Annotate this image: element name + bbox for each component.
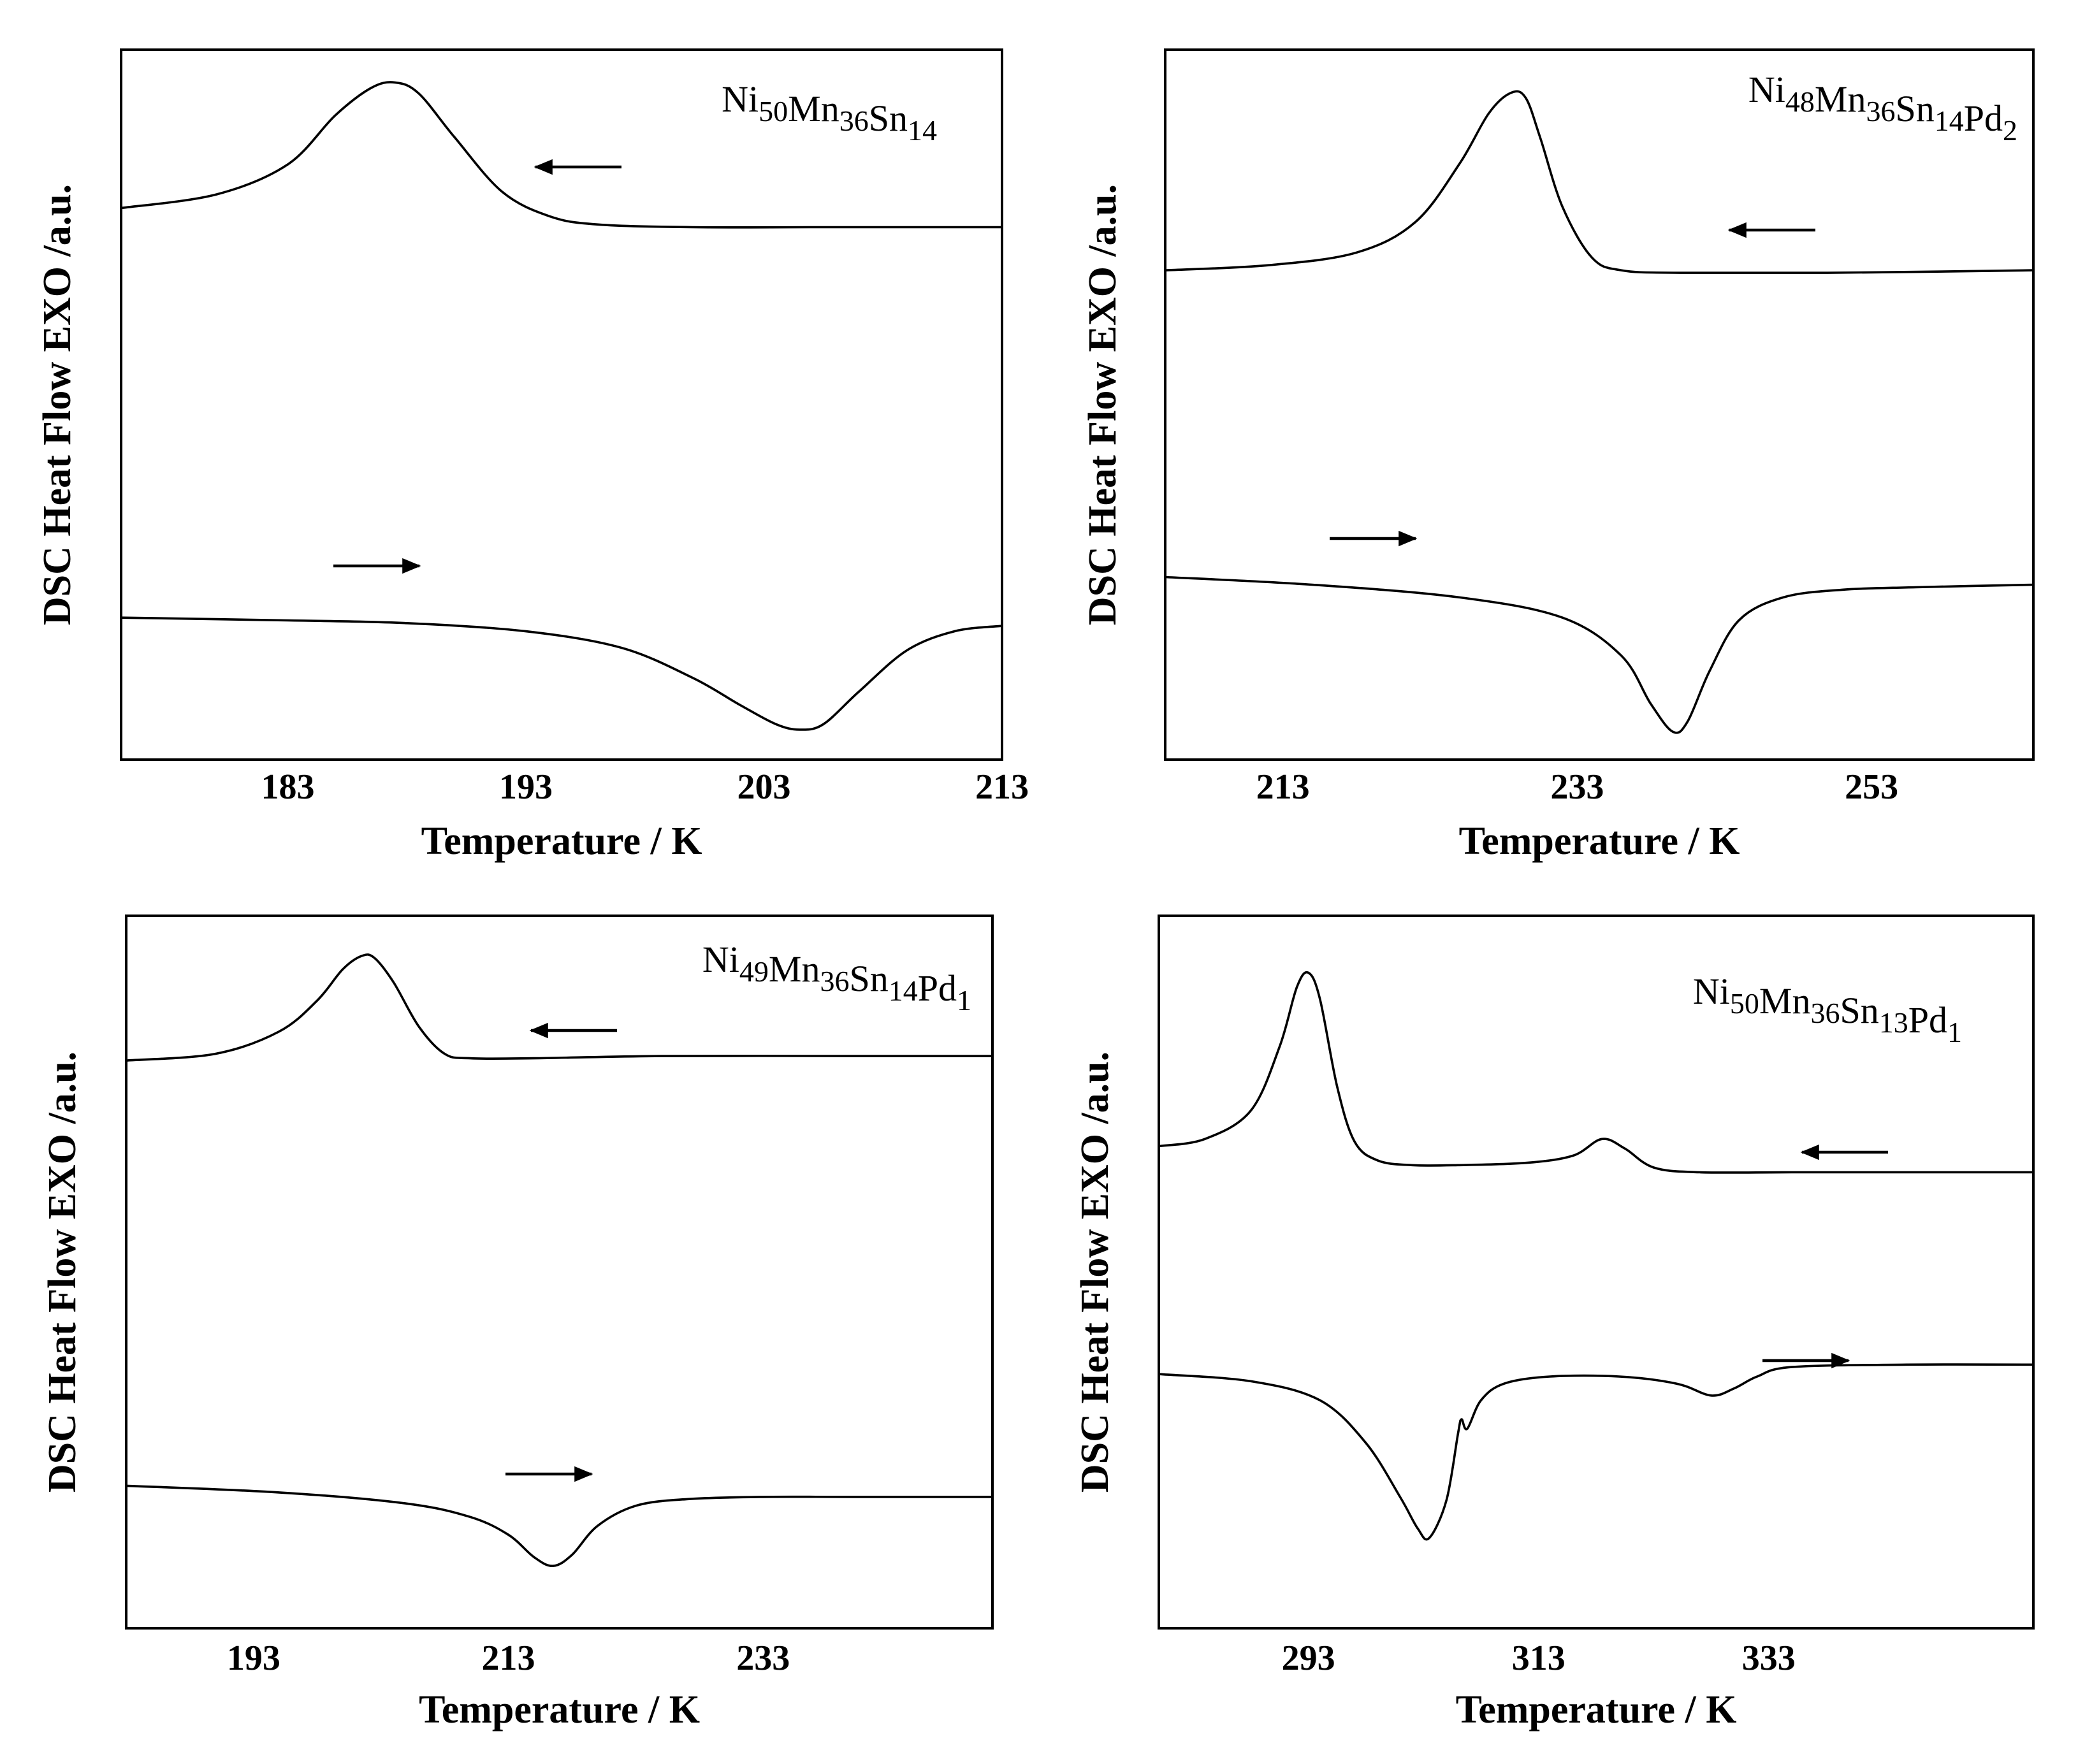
y-axis-title: DSC Heat Flow EXO /a.u. [1073,1052,1117,1493]
element-symbol: Pd [918,967,957,1009]
subplot-1: 183 193 203 213 Temperature / K DSC Heat Flow… [36,48,1029,863]
element-symbol: Mn [1759,980,1811,1022]
plot-frame [120,48,1003,761]
cooling-curve [126,953,992,1062]
element-subscript: 36 [1866,95,1895,127]
x-tick-label: 183 [261,767,314,807]
sample-label: Ni50Mn36Sn13Pd1 [1693,971,1962,1048]
element-subscript: 13 [1879,1006,1908,1039]
subplot-3: 193 213 233 Temperature / K DSC Heat Flow EX… [41,915,994,1731]
heating-curve [126,1484,992,1568]
x-axis-title: Temperature / K [419,1688,700,1731]
element-symbol: Mn [769,948,820,990]
x-axis-title: Temperature / K [1456,1688,1737,1731]
x-tick-label: 213 [975,767,1029,807]
element-subscript: 36 [839,105,869,137]
cooling-curve [1165,90,2034,275]
cooling-curve [1158,971,2033,1174]
sample-label: Ni48Mn36Sn14Pd2 [1748,69,2017,147]
element-symbol: Pd [1964,98,2003,139]
x-axis-title: Temperature / K [1459,820,1740,863]
element-symbol: Ni [1748,69,1785,110]
element-symbol: Mn [788,88,839,129]
plot-frame [1164,48,2035,761]
element-subscript: 36 [820,965,849,997]
heating-curve [1158,1363,2034,1541]
x-axis-title: Temperature / K [421,820,702,863]
sample-label: Ni50Mn36Sn14 [722,78,937,147]
element-symbol: Sn [1840,990,1878,1031]
element-symbol: Mn [1815,78,1866,120]
element-subscript: 48 [1785,85,1815,118]
element-subscript: 2 [2003,114,2017,147]
element-symbol: Sn [869,98,908,139]
element-subscript: 50 [759,95,788,127]
x-tick-label: 203 [737,767,790,807]
cooling-curve [120,81,1002,229]
x-tick-label: 233 [1550,767,1604,807]
element-subscript: 36 [1810,997,1840,1029]
subplot-2: 213 233 253 Temperature / K DSC Heat Flow EX… [1081,48,2035,863]
element-symbol: Pd [1908,999,1947,1041]
element-subscript: 1 [1947,1016,1962,1048]
plot-frame [125,915,994,1630]
x-tick-label: 293 [1282,1638,1335,1678]
y-axis-title: DSC Heat Flow EXO /a.u. [41,1052,84,1493]
element-symbol: Ni [702,939,739,980]
element-subscript: 14 [1935,105,1964,137]
y-axis-title: DSC Heat Flow EXO /a.u. [36,184,79,625]
x-tick-label: 193 [499,767,553,807]
x-tick-label: 213 [482,1638,535,1678]
element-symbol: Ni [1693,971,1730,1012]
heating-curve [120,616,1003,731]
sample-label: Ni49Mn36Sn14Pd1 [702,939,971,1016]
x-tick-label: 233 [736,1638,790,1678]
x-tick-label: 333 [1742,1638,1796,1678]
element-symbol: Sn [849,958,888,999]
plot-frame [1158,915,2035,1630]
x-tick-label: 213 [1256,767,1310,807]
y-axis-title: DSC Heat Flow EXO /a.u. [1081,184,1124,625]
x-tick-label: 313 [1512,1638,1566,1678]
element-subscript: 14 [889,974,918,1007]
x-tick-label: 253 [1845,767,1898,807]
element-symbol: Ni [722,78,759,120]
element-subscript: 49 [739,955,769,988]
element-subscript: 50 [1730,987,1759,1020]
x-tick-label: 193 [227,1638,280,1678]
element-subscript: 1 [957,984,971,1016]
element-symbol: Sn [1895,88,1934,129]
element-subscript: 14 [908,114,937,147]
heating-curve [1165,575,2034,734]
